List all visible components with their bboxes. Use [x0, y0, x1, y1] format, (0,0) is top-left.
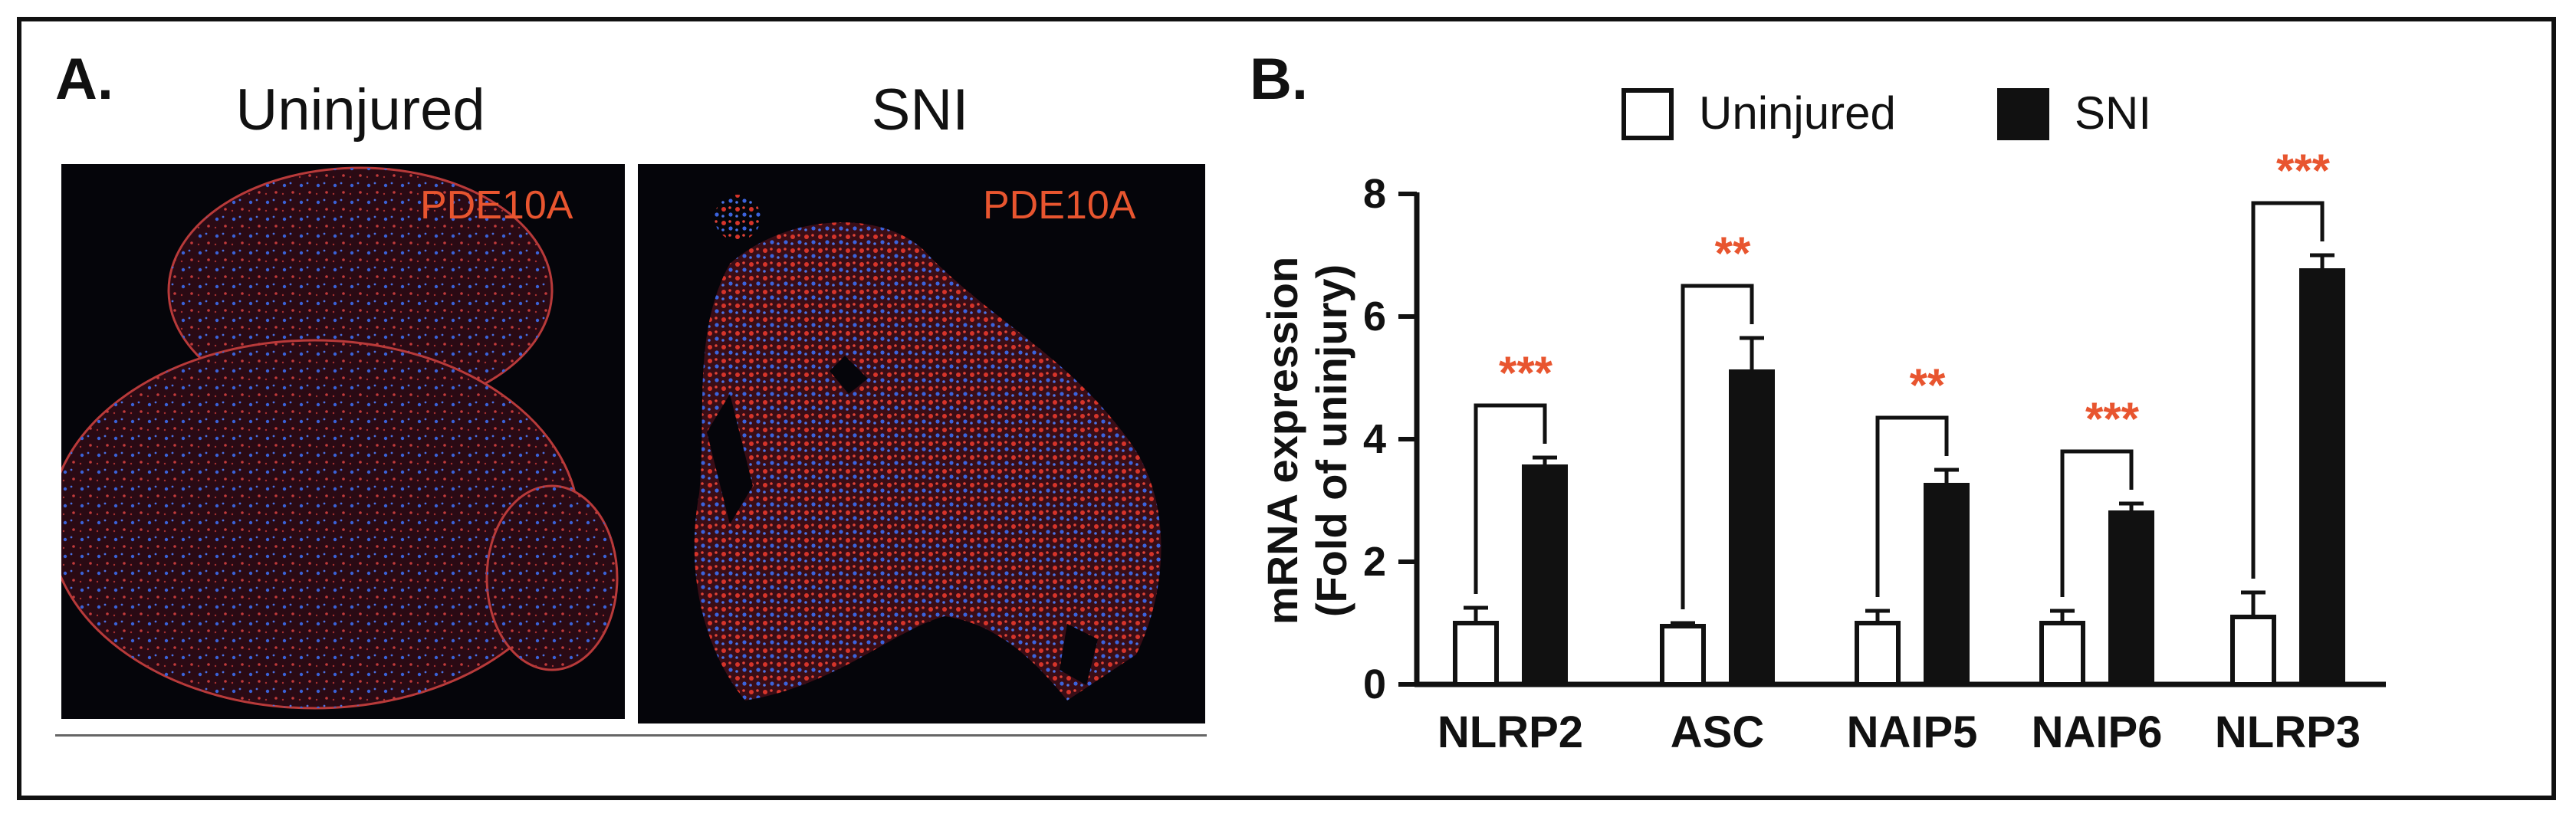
sni-image-title: SNI: [871, 77, 969, 143]
sni-stain-label: PDE10A: [983, 183, 1136, 228]
legend-label-sni: SNI: [2075, 87, 2151, 139]
panel-a-divider: [55, 734, 1207, 737]
y-tick-label: 8: [1363, 171, 1386, 217]
y-axis-label-line1: mRNA expression: [1258, 257, 1306, 625]
significance-label: **: [1715, 228, 1751, 279]
y-tick-label: 0: [1363, 661, 1386, 707]
significance-bracket: [1875, 415, 1949, 597]
bar-uninjured: [1453, 621, 1499, 687]
significance-bracket: [2251, 201, 2325, 579]
significance-bracket: [1474, 403, 1547, 594]
bar-sni: [1729, 369, 1775, 687]
bar-sni: [2299, 268, 2345, 687]
bar-sni: [1924, 483, 1970, 687]
significance-label: ***: [2085, 393, 2140, 445]
y-axis-label-line2: (Fold of uninjury): [1307, 264, 1355, 617]
significance-label: ***: [1499, 347, 1553, 399]
legend-swatch-sni: [1997, 88, 2049, 140]
significance-label: ***: [2276, 145, 2331, 196]
x-tick-label: NAIP5: [1847, 707, 1978, 757]
y-tick-label: 6: [1363, 294, 1386, 340]
x-tick-label: ASC: [1671, 707, 1764, 757]
significance-bracket: [1681, 284, 1754, 609]
significance-bracket: [2060, 449, 2134, 597]
legend-label-uninjured: Uninjured: [1699, 87, 1896, 139]
legend-swatch-uninjured: [1622, 88, 1674, 140]
bar-uninjured: [1855, 621, 1901, 687]
panel-b-letter: B.: [1250, 47, 1308, 112]
bar-sni: [2108, 510, 2154, 687]
x-tick-label: NLRP2: [1438, 707, 1583, 757]
x-tick-label: NLRP3: [2215, 707, 2361, 757]
x-tick-label: NAIP6: [2032, 707, 2163, 757]
panel-a-letter: A.: [55, 47, 113, 112]
bar-uninjured: [1660, 624, 1706, 687]
uninjured-tissue-image: [61, 166, 619, 710]
sni-tissue-image: [694, 195, 1162, 701]
y-tick-label: 4: [1363, 416, 1386, 462]
uninjured-micrograph: [61, 164, 625, 719]
bar-uninjured: [2230, 615, 2276, 687]
bar-uninjured: [2039, 621, 2085, 687]
uninjured-stain-label: PDE10A: [420, 183, 573, 228]
y-tick-label: 2: [1363, 539, 1386, 585]
uninjured-image-title: Uninjured: [235, 77, 485, 143]
significance-label: **: [1910, 359, 1946, 411]
bar-sni: [1522, 464, 1568, 687]
sni-micrograph: [638, 164, 1205, 723]
